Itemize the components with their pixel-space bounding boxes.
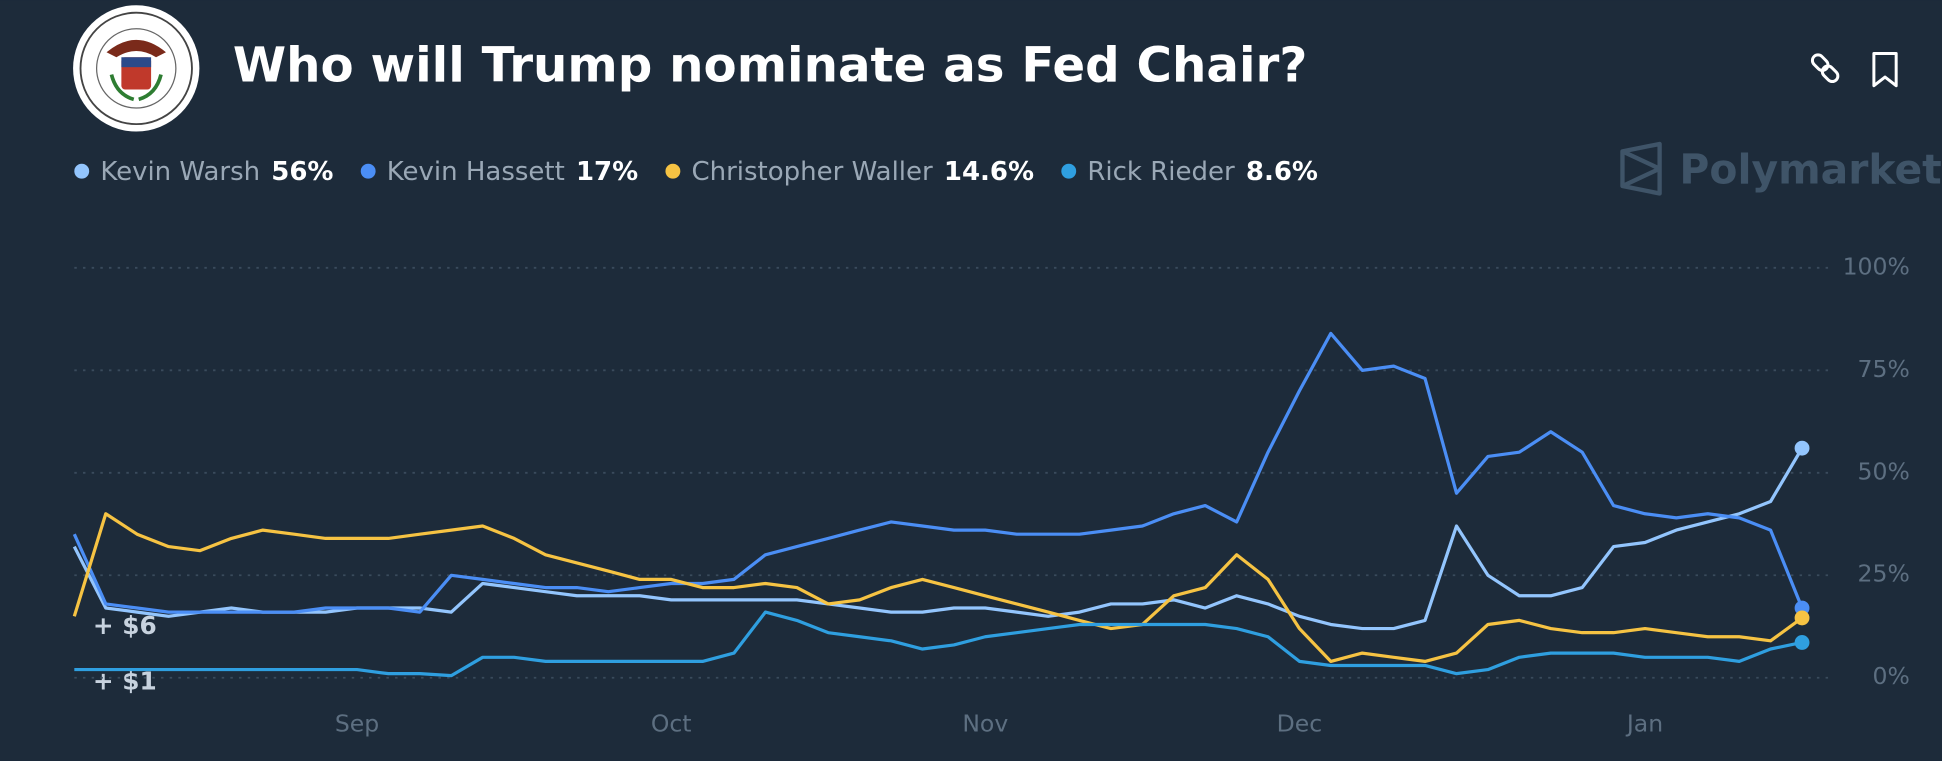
fed-seal [73,5,200,132]
x-tick-label: Nov [962,709,1008,737]
y-tick-label: 25% [1858,560,1910,588]
series-line [72,512,1803,664]
end-dot [1794,440,1810,456]
legend-value: 56% [271,157,333,187]
brand-icon [1620,141,1662,196]
annotation: + $1 [93,667,157,696]
legend-label: Rick Rieder [1087,157,1235,187]
legend-label: Kevin Warsh [100,157,260,187]
series-line [72,331,1804,614]
legend-value: 14.6% [944,157,1034,187]
end-dot [1794,610,1810,626]
y-tick-label: 100% [1843,252,1910,280]
annotation: + $6 [93,611,157,640]
link-icon[interactable] [1810,53,1840,84]
legend-label: Christopher Waller [691,157,933,187]
legend-value: 17% [576,157,638,187]
legend-label: Kevin Hassett [387,157,565,187]
x-tick-label: Jan [1625,709,1663,737]
end-dot [1794,635,1810,650]
y-tick-label: 50% [1858,457,1910,485]
legend-marker [665,163,681,179]
legend-marker [360,163,376,179]
y-tick-label: 75% [1858,355,1910,383]
x-tick-label: Dec [1277,709,1323,737]
x-tick-label: Oct [651,709,692,737]
legend-marker [1061,163,1077,179]
x-tick-label: Sep [335,709,379,737]
legend-marker [74,163,90,179]
legend-value: 8.6% [1246,157,1318,187]
y-tick-label: 0% [1872,662,1909,690]
series-line [74,610,1803,678]
chart-title: Who will Trump nominate as Fed Chair? [233,37,1308,93]
bookmark-icon[interactable] [1872,52,1898,88]
brand: Polymarket [1679,145,1941,193]
